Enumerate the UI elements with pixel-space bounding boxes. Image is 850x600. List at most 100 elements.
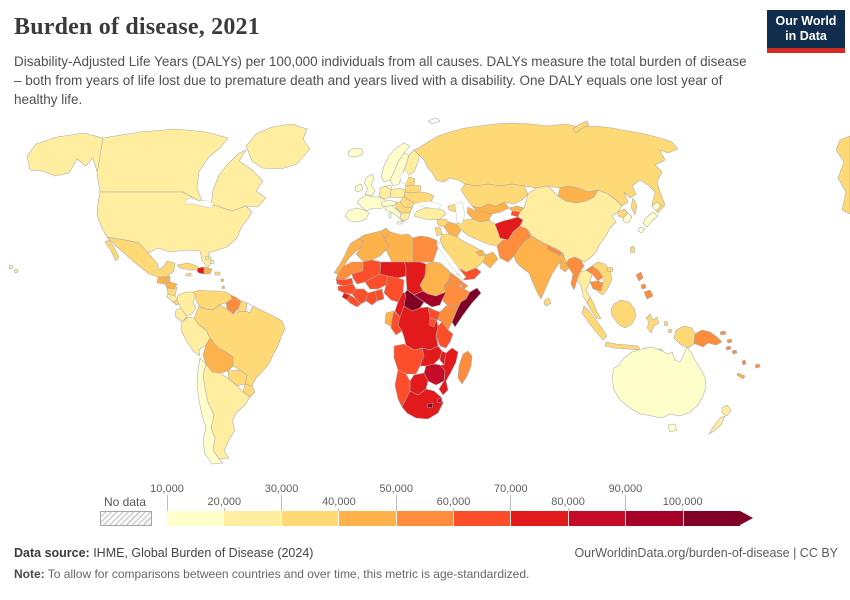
country-madagascar[interactable] [457, 350, 473, 385]
country-vanuatu[interactable] [741, 359, 747, 366]
legend-bar [167, 511, 741, 526]
legend-tick-mark [281, 495, 283, 511]
owid-logo[interactable]: Our World in Data [767, 10, 845, 54]
country-mexico[interactable] [104, 236, 176, 278]
country-cambodia[interactable] [589, 280, 604, 292]
legend-no-data-swatch[interactable] [100, 511, 152, 526]
country-nicaragua[interactable] [166, 286, 178, 297]
country-new-zealand[interactable] [708, 404, 732, 435]
country-algeria[interactable] [355, 230, 390, 263]
legend-tick-label: 10,000 [150, 483, 184, 495]
country-malaysia[interactable] [586, 296, 602, 320]
country-new-caledonia[interactable] [736, 372, 746, 380]
country-borneo[interactable] [610, 299, 637, 329]
country-ireland[interactable] [354, 183, 364, 193]
country-dominican-republic[interactable] [203, 266, 213, 275]
country-tasmania[interactable] [667, 423, 678, 433]
country-solomon-islands[interactable] [725, 345, 738, 355]
country-haiti[interactable] [196, 266, 205, 275]
country-uae[interactable] [475, 249, 487, 257]
country-hawaii[interactable] [8, 264, 19, 274]
country-south-korea[interactable] [622, 212, 633, 224]
legend-bin-8[interactable] [568, 511, 627, 526]
country-france[interactable] [356, 194, 387, 212]
country-novaya-zemlya[interactable] [572, 120, 590, 134]
country-brazil[interactable] [193, 304, 286, 387]
country-bolivia[interactable] [202, 337, 234, 374]
country-ecuador[interactable] [174, 307, 188, 323]
country-sakhalin[interactable] [630, 197, 638, 216]
legend-tick-label: 40,000 [322, 496, 356, 508]
country-australia[interactable] [611, 346, 707, 419]
country-taiwan[interactable] [629, 245, 636, 254]
country-zambia[interactable] [419, 345, 443, 367]
country-oman[interactable] [482, 251, 499, 269]
country-lesotho[interactable] [426, 402, 434, 409]
country-jordan-israel[interactable] [434, 226, 443, 237]
legend-tick-mark [395, 495, 397, 511]
country-puerto-rico[interactable] [214, 271, 221, 276]
country-rwanda-burundi[interactable] [428, 317, 437, 328]
country-uk[interactable] [363, 173, 376, 197]
country-kenya[interactable] [437, 303, 458, 331]
country-balkans[interactable] [395, 201, 413, 214]
country-greece[interactable] [399, 212, 411, 222]
country-tanzania[interactable] [435, 321, 454, 349]
footer-link[interactable]: OurWorldinData.org/burden-of-disease [574, 546, 790, 560]
legend-bin-9[interactable] [626, 511, 684, 526]
country-papua-new-guinea[interactable] [693, 329, 733, 348]
country-chile[interactable] [196, 357, 224, 465]
legend-bin-5[interactable] [396, 511, 455, 526]
caspian-sea [454, 201, 466, 225]
country-ghana[interactable] [365, 290, 378, 306]
country-iberia[interactable] [344, 207, 370, 223]
country-colombia[interactable] [176, 291, 197, 317]
country-philippines[interactable] [635, 271, 654, 300]
country-vietnam[interactable] [591, 261, 613, 296]
country-norway[interactable] [380, 142, 411, 183]
country-hainan[interactable] [606, 266, 614, 273]
country-libya[interactable] [383, 231, 414, 263]
country-eswatini[interactable] [436, 397, 443, 404]
country-jamaica[interactable] [185, 272, 192, 277]
legend-tick-mark [510, 495, 512, 511]
legend-tick-label: 80,000 [551, 496, 585, 508]
country-indonesia[interactable] [581, 305, 696, 353]
country-cuba[interactable] [176, 262, 200, 271]
country-guatemala[interactable] [156, 276, 167, 285]
legend-bin-3[interactable] [281, 511, 340, 526]
country-egypt[interactable] [412, 235, 441, 263]
country-somalia[interactable] [451, 287, 482, 328]
footer-source-text: IHME, Global Burden of Disease (2024) [89, 546, 314, 560]
country-angola[interactable] [393, 343, 425, 375]
country-honduras[interactable] [164, 281, 178, 290]
legend-tick-label: 60,000 [436, 496, 471, 508]
country-japan[interactable] [637, 201, 662, 234]
legend-tick-label: 50,000 [379, 483, 414, 495]
legend-bin-2[interactable] [224, 511, 282, 526]
country-south-africa[interactable] [401, 388, 444, 420]
legend-bin-7[interactable] [511, 511, 569, 526]
country-uruguay[interactable] [242, 383, 256, 398]
country-alaska[interactable] [26, 132, 107, 179]
footer-source: Data source: IHME, Global Burden of Dise… [14, 546, 313, 560]
country-turkey[interactable] [413, 207, 447, 221]
country-iceland[interactable] [347, 147, 364, 158]
country-bahamas[interactable] [204, 255, 215, 265]
legend-bin-6[interactable] [454, 511, 512, 526]
country-svalbard[interactable] [427, 117, 441, 125]
country-togo-benin[interactable] [374, 288, 385, 302]
country-germany[interactable] [378, 185, 392, 200]
country-sri-lanka[interactable] [543, 297, 552, 307]
country-greenland[interactable] [245, 123, 311, 170]
legend-bin-1[interactable] [167, 511, 225, 526]
country-mongolia[interactable] [557, 185, 599, 204]
country-italy[interactable] [384, 204, 407, 225]
country-kazakhstan[interactable] [460, 183, 529, 209]
country-fiji[interactable] [754, 363, 761, 369]
legend-bin-4[interactable] [339, 511, 397, 526]
country-russia-wrap[interactable] [835, 135, 850, 215]
legend-bin-10[interactable] [683, 511, 741, 526]
country-belarus[interactable] [404, 184, 422, 194]
red-sea [436, 240, 467, 281]
